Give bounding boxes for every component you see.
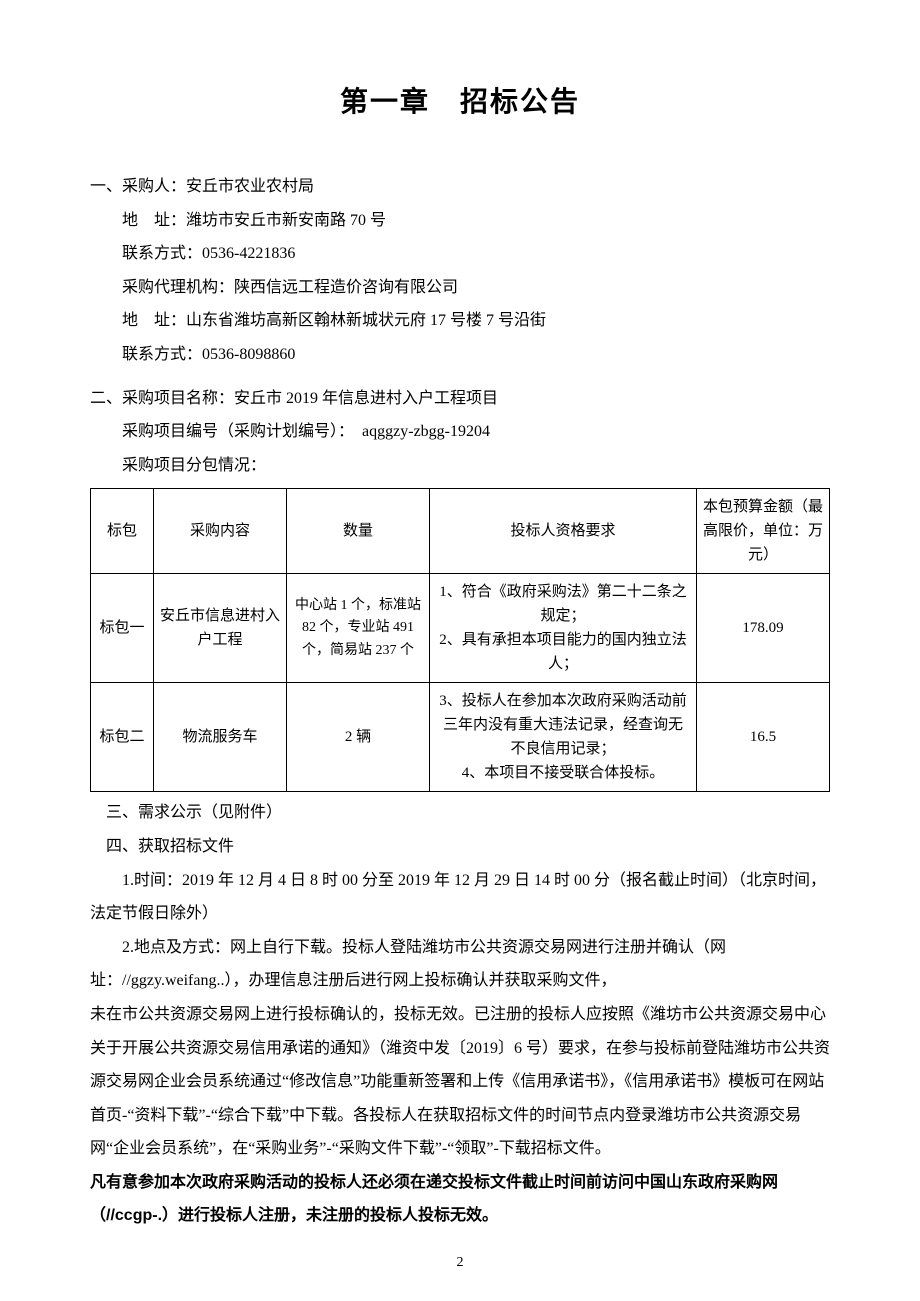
th-package: 标包 bbox=[91, 489, 154, 574]
cell-qty-1: 中心站 1 个，标准站 82 个，专业站 491 个，简易站 237 个 bbox=[287, 574, 430, 683]
agent-address-line: 地 址：山东省潍坊高新区翰林新城状元府 17 号楼 7 号沿街 bbox=[90, 304, 830, 338]
agent-contact: 0536-8098860 bbox=[202, 346, 295, 363]
section-4-para2: 未在市公共资源交易网上进行投标确认的，投标无效。已注册的投标人应按照《潍坊市公共… bbox=[90, 998, 830, 1166]
body-text: 一、采购人：安丘市农业农村局 地 址：潍坊市安丘市新安南路 70 号 联系方式：… bbox=[90, 170, 830, 1233]
agent-address-label: 地 址： bbox=[122, 312, 186, 329]
th-content: 采购内容 bbox=[154, 489, 287, 574]
cell-req-1: 1、符合《政府采购法》第二十二条之规定； 2、具有承担本项目能力的国内独立法人； bbox=[430, 574, 697, 683]
table-header-row: 标包 采购内容 数量 投标人资格要求 本包预算金额（最高限价，单位：万元） bbox=[91, 489, 830, 574]
cell-qty-2: 2 辆 bbox=[287, 683, 430, 792]
buyer-contact-line: 联系方式：0536-4221836 bbox=[90, 237, 830, 271]
agent-address: 山东省潍坊高新区翰林新城状元府 17 号楼 7 号沿街 bbox=[186, 312, 546, 329]
cell-budget-2: 16.5 bbox=[697, 683, 830, 792]
buyer-address-label: 地 址： bbox=[122, 212, 186, 229]
project-no-line: 采购项目编号（采购计划编号）： aqggzy-zbgg-19204 bbox=[90, 415, 830, 449]
buyer-address-line: 地 址：潍坊市安丘市新安南路 70 号 bbox=[90, 204, 830, 238]
cell-pkg-2: 标包二 bbox=[91, 683, 154, 792]
cell-budget-1: 178.09 bbox=[697, 574, 830, 683]
buyer-contact: 0536-4221836 bbox=[202, 245, 295, 262]
buyer-name: 安丘市农业农村局 bbox=[186, 178, 314, 195]
agent-name: 陕西信远工程造价咨询有限公司 bbox=[234, 279, 458, 296]
table-row: 标包一 安丘市信息进村入户工程 中心站 1 个，标准站 82 个，专业站 491… bbox=[91, 574, 830, 683]
chapter-title: 第一章 招标公告 bbox=[90, 80, 830, 120]
project-no-label: 采购项目编号（采购计划编号）： bbox=[122, 423, 346, 440]
section-4-place: 2.地点及方式：网上自行下载。投标人登陆潍坊市公共资源交易网进行注册并确认（网址… bbox=[90, 931, 830, 998]
section-3: 三、需求公示（见附件） bbox=[90, 796, 830, 830]
section-4: 四、获取招标文件 bbox=[90, 830, 830, 864]
cell-content-2: 物流服务车 bbox=[154, 683, 287, 792]
table-row: 标包二 物流服务车 2 辆 3、投标人在参加本次政府采购活动前三年内没有重大违法… bbox=[91, 683, 830, 792]
cell-content-1: 安丘市信息进村入户工程 bbox=[154, 574, 287, 683]
section-1-header: 一、采购人：安丘市农业农村局 bbox=[90, 170, 830, 204]
document-page: 第一章 招标公告 一、采购人：安丘市农业农村局 地 址：潍坊市安丘市新安南路 7… bbox=[0, 0, 920, 1301]
package-table: 标包 采购内容 数量 投标人资格要求 本包预算金额（最高限价，单位：万元） 标包… bbox=[90, 488, 830, 792]
buyer-contact-label: 联系方式： bbox=[122, 245, 202, 262]
section-4-time: 1.时间：2019 年 12 月 4 日 8 时 00 分至 2019 年 12… bbox=[90, 864, 830, 931]
cell-req-2: 3、投标人在参加本次政府采购活动前三年内没有重大违法记录，经查询无不良信用记录；… bbox=[430, 683, 697, 792]
agent-contact-line: 联系方式：0536-8098860 bbox=[90, 338, 830, 372]
agent-line: 采购代理机构：陕西信远工程造价咨询有限公司 bbox=[90, 271, 830, 305]
s4-time-label: 1.时间： bbox=[122, 872, 182, 889]
page-number: 2 bbox=[0, 1255, 920, 1271]
section-1-label: 一、采购人： bbox=[90, 178, 186, 195]
project-no: aqggzy-zbgg-19204 bbox=[362, 423, 490, 440]
agent-contact-label: 联系方式： bbox=[122, 346, 202, 363]
section-2-header: 二、采购项目名称：安丘市 2019 年信息进村入户工程项目 bbox=[90, 382, 830, 416]
agent-label: 采购代理机构： bbox=[122, 279, 234, 296]
section-2-label: 二、采购项目名称： bbox=[90, 390, 234, 407]
s4-time: 2019 年 12 月 4 日 8 时 00 分至 2019 年 12 月 29… bbox=[90, 872, 826, 923]
th-budget: 本包预算金额（最高限价，单位：万元） bbox=[697, 489, 830, 574]
section-4-bold-notice: 凡有意参加本次政府采购活动的投标人还必须在递交投标文件截止时间前访问中国山东政府… bbox=[90, 1166, 830, 1233]
th-quantity: 数量 bbox=[287, 489, 430, 574]
th-requirements: 投标人资格要求 bbox=[430, 489, 697, 574]
buyer-address: 潍坊市安丘市新安南路 70 号 bbox=[186, 212, 386, 229]
cell-pkg-1: 标包一 bbox=[91, 574, 154, 683]
project-name: 安丘市 2019 年信息进村入户工程项目 bbox=[234, 390, 498, 407]
package-intro: 采购项目分包情况： bbox=[90, 449, 830, 483]
s4-place-label: 2.地点及方式： bbox=[122, 939, 230, 956]
